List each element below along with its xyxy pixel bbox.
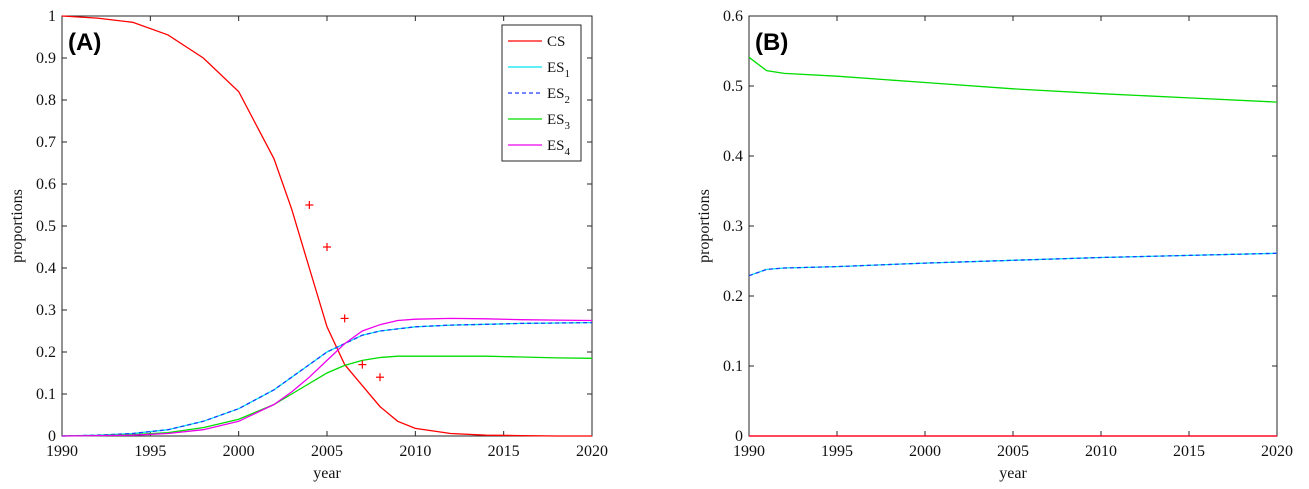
panel-b-x-axis-label: year (999, 465, 1027, 482)
panel-a-legend-entry: ES3 (547, 112, 571, 132)
panel-b-y-tick-label: 0.5 (723, 78, 743, 95)
panel-b-series-line-series-0 (748, 56, 1278, 103)
panel-a-y-tick-label: 0.3 (36, 302, 56, 319)
panel-a-y-tick-label: 0 (48, 428, 56, 445)
panel-a-y-tick-label: 0.1 (36, 386, 56, 403)
panel-b-series-line-series-2 (748, 252, 1278, 277)
panel-a-y-axis-label: proportions (9, 189, 26, 263)
panel-b-y-tick-label: 0 (735, 428, 743, 445)
panel-b-x-tick-label: 2005 (997, 443, 1029, 460)
panel-b-y-axis-label: proportions (696, 189, 713, 263)
panel-b-y-tick-label: 0.1 (723, 358, 743, 375)
panel-b-x-tick-label: 2020 (1261, 443, 1293, 460)
panel-a-data-marker (323, 243, 331, 251)
panel-b-x-tick-label: 2010 (1085, 443, 1117, 460)
panel-a-x-tick-label: 1990 (46, 443, 78, 460)
panel-a-y-tick-label: 0.8 (36, 92, 56, 109)
panel-a-x-axis-label: year (313, 465, 341, 482)
panel-a-legend-entry: ES2 (547, 86, 570, 106)
panel-b-y-tick-label: 0.3 (723, 218, 743, 235)
panel-a-y-tick-label: 0.4 (36, 260, 56, 277)
panel-b-x-tick-label: 2000 (909, 443, 941, 460)
panel-a-y-tick-label: 0.7 (36, 134, 56, 151)
panel-a-data-marker (305, 201, 314, 209)
panel-a-y-tick-label: 0.5 (36, 218, 56, 235)
panel-b-x-tick-label: 1990 (733, 443, 765, 460)
panel-b-y-tick-label: 0.6 (723, 8, 743, 25)
panel-a-series-line-es1 (61, 321, 593, 437)
panel-b-axes-box (748, 15, 1278, 437)
panel-a-series-line-cs (61, 15, 592, 437)
panel-a-data-marker (376, 373, 384, 382)
panel-b-y-tick-label: 0.2 (723, 288, 743, 305)
panel-a-series-line-es3 (61, 355, 593, 437)
panel-b-x-tick-label: 2015 (1173, 443, 1205, 460)
panel-a-y-tick-label: 0.9 (36, 50, 56, 67)
panel-a-data-marker (340, 314, 349, 323)
panel-b-label: (B) (755, 29, 788, 56)
panel-a-x-tick-label: 1995 (134, 443, 166, 460)
panel-b: 1990 1995 2000 2005 2010 2015 2020 0 0.1 0.2 0.3 0.… (696, 8, 1293, 482)
panel-a-y-tick-label: 0.2 (36, 344, 56, 361)
panel-a-series-line-es2 (61, 321, 593, 437)
panel-a-legend-entry: ES4 (547, 138, 571, 158)
panel-a-y-tick-label: 0.6 (36, 176, 56, 193)
panel-a-x-tick-label: 2020 (576, 443, 608, 460)
panel-a-label: (A) (68, 29, 101, 56)
panel-b-series-line-series-1 (748, 252, 1278, 277)
panel-a-legend-entry: CS (547, 34, 565, 50)
panel-a-legend (501, 24, 582, 162)
panel-b-x-tick-label: 1995 (821, 443, 853, 460)
panel-a-x-tick-label: 2015 (488, 443, 520, 460)
panel-a-y-tick-label: 1 (48, 8, 56, 25)
panel-a-data-marker (358, 360, 367, 369)
panel-a-x-tick-label: 2000 (223, 443, 255, 460)
panel-a: 1990 1995 2000 2005 2010 2015 2020 0 0.1 0.2 0.3 0.… (9, 8, 608, 482)
panel-a-legend-entry: ES1 (547, 60, 570, 80)
panel-a-x-tick-label: 2005 (311, 443, 343, 460)
panel-b-y-tick-label: 0.4 (723, 148, 743, 165)
panel-a-series-line-es4 (61, 317, 593, 437)
panel-a-x-tick-label: 2010 (399, 443, 431, 460)
